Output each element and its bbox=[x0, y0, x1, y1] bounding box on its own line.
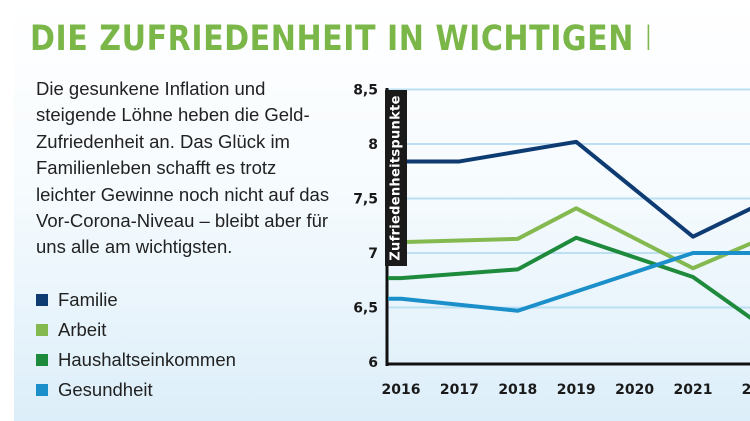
legend-item-gesundheit: Gesundheit bbox=[36, 375, 236, 405]
legend: Familie Arbeit Haushaltseinkommen Gesund… bbox=[36, 285, 236, 405]
legend-item-haushaltseinkommen: Haushaltseinkommen bbox=[36, 345, 236, 375]
y-tick-label: 7,5 bbox=[353, 192, 378, 208]
legend-swatch-haushaltseinkommen bbox=[36, 354, 48, 366]
x-tick-labels: 2016 2017 2018 2019 2020 2021 20 bbox=[382, 382, 750, 398]
x-tick-label: 2019 bbox=[557, 382, 596, 398]
legend-swatch-familie bbox=[36, 294, 48, 306]
x-tick-label: 2021 bbox=[674, 382, 713, 398]
legend-label-haushaltseinkommen: Haushaltseinkommen bbox=[58, 349, 236, 370]
legend-item-familie: Familie bbox=[36, 285, 236, 315]
legend-label-arbeit: Arbeit bbox=[58, 319, 107, 340]
y-tick-labels: 6 6,5 7 7,5 8 8,5 bbox=[353, 83, 378, 372]
legend-label-gesundheit: Gesundheit bbox=[58, 379, 153, 400]
y-axis-label: Zufriedenheitspunkte bbox=[388, 95, 404, 261]
y-tick-label: 8,5 bbox=[353, 83, 378, 99]
series-line-haushaltseinkommen bbox=[388, 235, 750, 320]
x-tick-label: 2016 bbox=[382, 382, 421, 398]
y-tick-label: 8 bbox=[368, 137, 378, 153]
series-line-familie bbox=[388, 139, 750, 239]
x-tick-label: 2020 bbox=[615, 382, 654, 398]
y-tick-label: 7 bbox=[368, 246, 378, 262]
axes bbox=[385, 88, 750, 366]
x-tick-label: 2017 bbox=[440, 382, 479, 398]
x-tick-label: 2018 bbox=[498, 382, 537, 398]
legend-label-familie: Familie bbox=[58, 289, 118, 310]
chart-panel bbox=[14, 0, 750, 421]
series-lines bbox=[388, 139, 750, 320]
headline: DIE ZUFRIEDENHEIT IN WICHTIGEN BEREI bbox=[30, 19, 649, 59]
legend-item-arbeit: Arbeit bbox=[36, 315, 236, 345]
y-tick-label: 6,5 bbox=[353, 301, 378, 317]
intro-text: Die gesunkene Inflation und steigende Lö… bbox=[36, 78, 330, 258]
y-tick-label: 6 bbox=[368, 355, 378, 371]
x-tick-label: 20 bbox=[742, 382, 750, 398]
y-axis-label-band bbox=[385, 90, 407, 266]
series-line-arbeit bbox=[388, 206, 750, 271]
series-line-gesundheit bbox=[388, 251, 750, 313]
legend-swatch-arbeit bbox=[36, 324, 48, 336]
legend-swatch-gesundheit bbox=[36, 384, 48, 396]
